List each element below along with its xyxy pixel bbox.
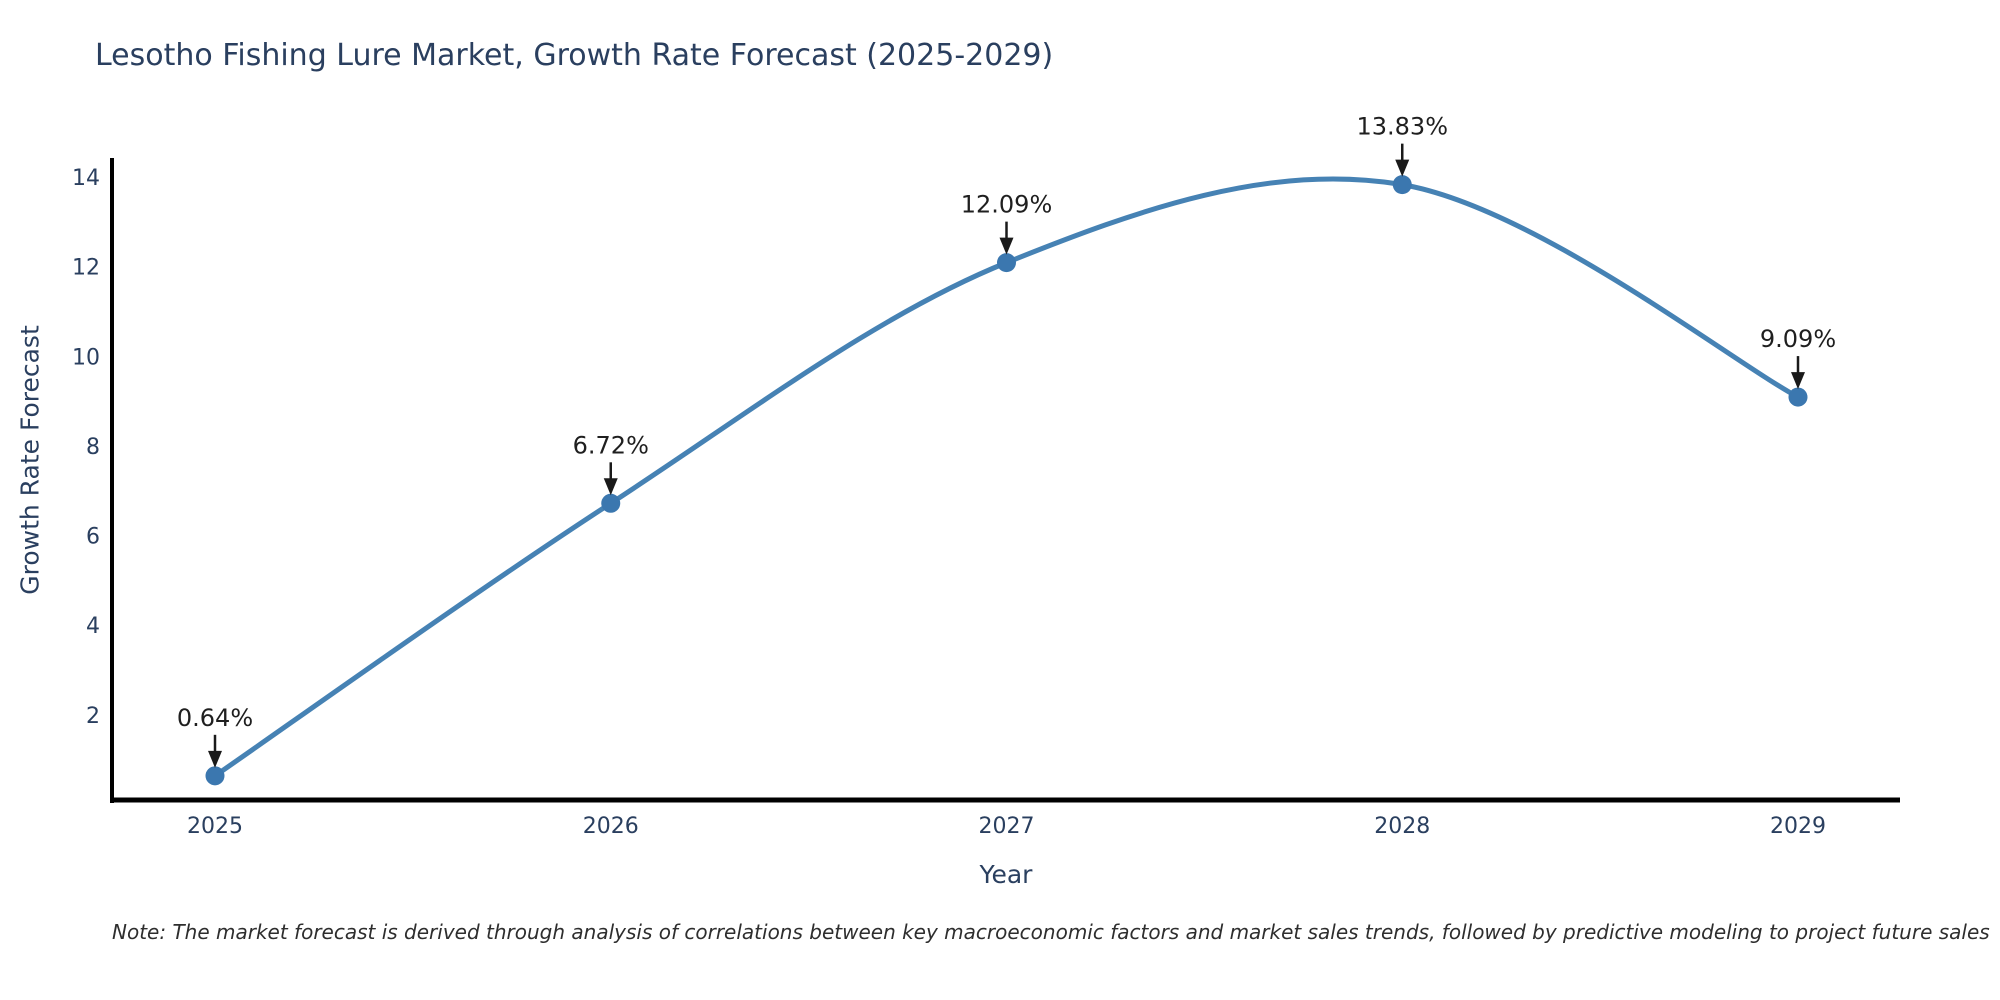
annotation-label: 12.09%: [961, 191, 1053, 219]
data-point-marker: [205, 766, 225, 786]
annotation-arrow-head: [208, 750, 222, 768]
x-axis-title: Year: [979, 860, 1033, 889]
y-tick-label: 12: [72, 256, 100, 281]
y-tick-label: 8: [86, 435, 100, 460]
annotation-arrow-head: [999, 237, 1014, 255]
y-tick-label: 14: [72, 166, 100, 191]
annotation-label: 6.72%: [573, 431, 649, 459]
annotation-label: 9.09%: [1760, 325, 1836, 353]
annotation-arrow-head: [1395, 159, 1410, 177]
x-tick-label: 2026: [583, 814, 639, 839]
y-tick-label: 6: [86, 525, 100, 550]
data-point-marker: [601, 493, 621, 513]
y-tick-label: 2: [86, 704, 100, 729]
x-tick-label: 2029: [1770, 814, 1826, 839]
y-tick-label: 4: [86, 614, 100, 639]
data-point-marker: [1788, 387, 1808, 407]
annotation-label: 0.64%: [177, 704, 253, 732]
y-tick-label: 10: [72, 345, 100, 370]
footnote: Note: The market forecast is derived thr…: [112, 920, 1990, 944]
chart-title: Lesotho Fishing Lure Market, Growth Rate…: [95, 38, 1054, 73]
data-point-marker: [997, 253, 1016, 273]
annotation-label: 13.83%: [1356, 113, 1448, 141]
x-tick-label: 2028: [1374, 814, 1430, 839]
x-tick-label: 2027: [979, 814, 1035, 839]
annotation-arrow-head: [603, 478, 618, 496]
x-tick-label: 2025: [187, 814, 243, 839]
annotation-arrow-head: [1791, 372, 1805, 390]
y-axis-title: Growth Rate Forecast: [15, 325, 45, 595]
data-point-marker: [1392, 175, 1412, 195]
